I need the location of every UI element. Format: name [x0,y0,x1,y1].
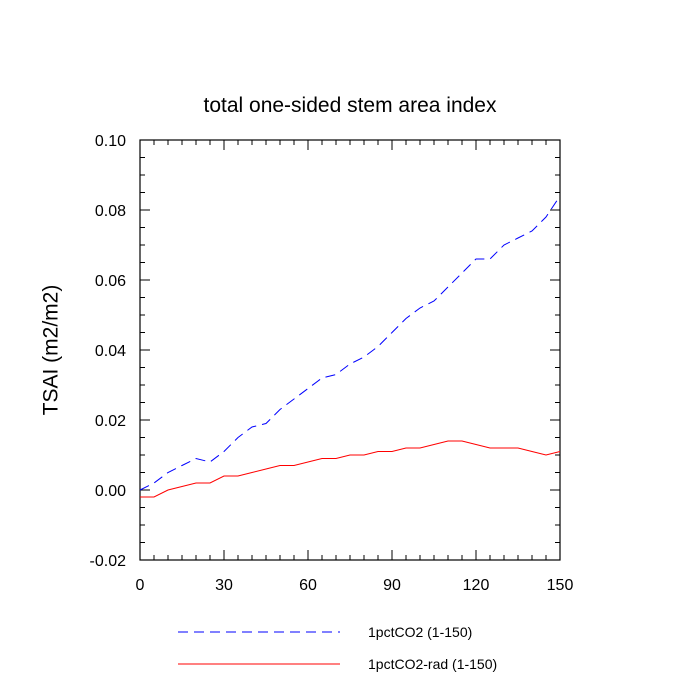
series-layer [139,195,561,498]
x-tick-label: 60 [299,577,317,594]
x-tick-label: 30 [215,577,233,594]
x-tick-label: 0 [136,577,145,594]
axis-ticks [139,139,561,561]
legend-label-1: 1pctCO2 (1-150) [368,624,472,640]
x-tick-label: 150 [547,577,574,594]
series-line-1 [139,195,561,491]
y-tick-label: 0.04 [95,343,126,360]
y-tick-label: -0.02 [90,553,127,570]
y-tick-label: 0.10 [95,133,126,150]
y-tick-labels: -0.02 0.00 0.02 0.04 0.06 0.08 0.10 [90,133,127,570]
series-line-2 [140,440,561,498]
x-tick-label: 90 [383,577,401,594]
y-tick-label: 0.00 [95,483,126,500]
legend: 1pctCO2 (1-150) 1pctCO2-rad (1-150) [178,624,497,672]
x-tick-labels: 0 30 60 90 120 150 [136,577,574,594]
x-tick-label: 120 [463,577,490,594]
y-tick-label: 0.02 [95,413,126,430]
y-tick-label: 0.06 [95,273,126,290]
y-axis-label: TSAI (m2/m2) [40,285,63,416]
plot-frame [139,139,561,561]
y-tick-label: 0.08 [95,203,126,220]
chart-title: total one-sided stem area index [203,94,497,117]
legend-label-2: 1pctCO2-rad (1-150) [368,656,497,672]
